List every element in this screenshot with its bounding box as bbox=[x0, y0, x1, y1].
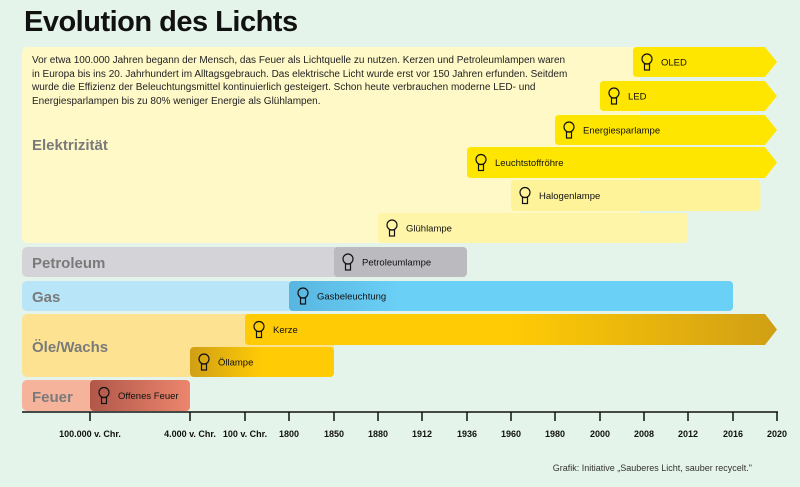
bar-label: Petroleumlampe bbox=[362, 258, 431, 269]
bar-led: LED bbox=[600, 81, 777, 111]
bar-shape bbox=[378, 213, 688, 243]
bar-halogenlampe: Halogenlampe bbox=[511, 180, 761, 211]
bar-label: Öllampe bbox=[218, 358, 253, 369]
bar-shape bbox=[245, 314, 777, 345]
x-tick-label: 1912 bbox=[412, 429, 432, 439]
led-bulb-icon bbox=[608, 87, 620, 105]
bar-kerze: Kerze bbox=[245, 314, 777, 345]
category-label-elektrizitaet: Elektrizität bbox=[32, 137, 108, 154]
bar-shape bbox=[90, 380, 190, 411]
x-tick-label: 1960 bbox=[501, 429, 521, 439]
halogen-bulb-icon bbox=[519, 186, 531, 205]
petroleum-lamp-icon bbox=[342, 253, 354, 271]
bar-gluehlampe: Glühlampe bbox=[378, 213, 688, 243]
category-band-elektrizitaet bbox=[22, 47, 640, 243]
x-tick-label: 100.000 v. Chr. bbox=[59, 429, 121, 439]
bar-gasbeleuchtung: Gasbeleuchtung bbox=[289, 281, 733, 311]
x-tick-label: 2016 bbox=[723, 429, 743, 439]
x-tick-label: 4.000 v. Chr. bbox=[164, 429, 216, 439]
x-tick-label: 1980 bbox=[545, 429, 565, 439]
gas-lamp-icon bbox=[297, 287, 309, 305]
bar-label: Energiesparlampe bbox=[583, 126, 660, 137]
x-tick-label: 2020 bbox=[767, 429, 787, 439]
incandescent-bulb-icon bbox=[386, 219, 398, 237]
bar-shape bbox=[334, 247, 467, 277]
bar-shape bbox=[467, 147, 777, 178]
fire-icon bbox=[98, 386, 110, 405]
bar-shape bbox=[511, 180, 761, 211]
bar-label: Leuchtstoffröhre bbox=[495, 158, 563, 169]
category-label-feuer: Feuer bbox=[32, 389, 73, 406]
bar-offenes-feuer: Offenes Feuer bbox=[90, 380, 190, 411]
bar-label: Offenes Feuer bbox=[118, 391, 179, 402]
x-tick-label: 1850 bbox=[324, 429, 344, 439]
bar-label: LED bbox=[628, 92, 647, 103]
cfl-bulb-icon bbox=[563, 121, 575, 139]
oled-panel-icon bbox=[641, 53, 653, 71]
x-tick-label: 2012 bbox=[678, 429, 698, 439]
x-tick-label: 2008 bbox=[634, 429, 654, 439]
bar-shape bbox=[633, 47, 777, 77]
x-tick-label: 1800 bbox=[279, 429, 299, 439]
bar-shape bbox=[289, 281, 733, 311]
bar-shape bbox=[555, 115, 777, 145]
bar-petroleumlampe: Petroleumlampe bbox=[334, 247, 467, 277]
bar-leuchtstoffroehre: Leuchtstoffröhre bbox=[467, 147, 777, 178]
bar-shape bbox=[190, 347, 334, 377]
page-title: Evolution des Lichts bbox=[24, 6, 298, 38]
bar-oled: OLED bbox=[633, 47, 777, 77]
bar-oellampe: Öllampe bbox=[190, 347, 334, 377]
bar-label: Gasbeleuchtung bbox=[317, 292, 386, 303]
source-credit: Grafik: Initiative „Sauberes Licht, saub… bbox=[552, 463, 752, 473]
category-label-gas: Gas bbox=[32, 289, 60, 306]
bar-label: OLED bbox=[661, 58, 687, 69]
bar-energiesparlampe: Energiesparlampe bbox=[555, 115, 777, 145]
fluorescent-tube-icon bbox=[475, 153, 487, 172]
x-tick-label: 100 v. Chr. bbox=[223, 429, 267, 439]
x-tick-label: 2000 bbox=[590, 429, 610, 439]
category-label-petroleum: Petroleum bbox=[32, 255, 105, 272]
x-tick-label: 1880 bbox=[368, 429, 388, 439]
bar-shape bbox=[600, 81, 777, 111]
bar-label: Glühlampe bbox=[406, 224, 452, 235]
candle-icon bbox=[253, 320, 265, 339]
oil-lamp-icon bbox=[198, 353, 210, 371]
bar-label: Halogenlampe bbox=[539, 191, 600, 202]
bar-label: Kerze bbox=[273, 325, 298, 336]
intro-text: Vor etwa 100.000 Jahren begann der Mensc… bbox=[32, 55, 568, 107]
x-tick-label: 1936 bbox=[457, 429, 477, 439]
category-label-oele-wachs: Öle/Wachs bbox=[32, 339, 108, 356]
